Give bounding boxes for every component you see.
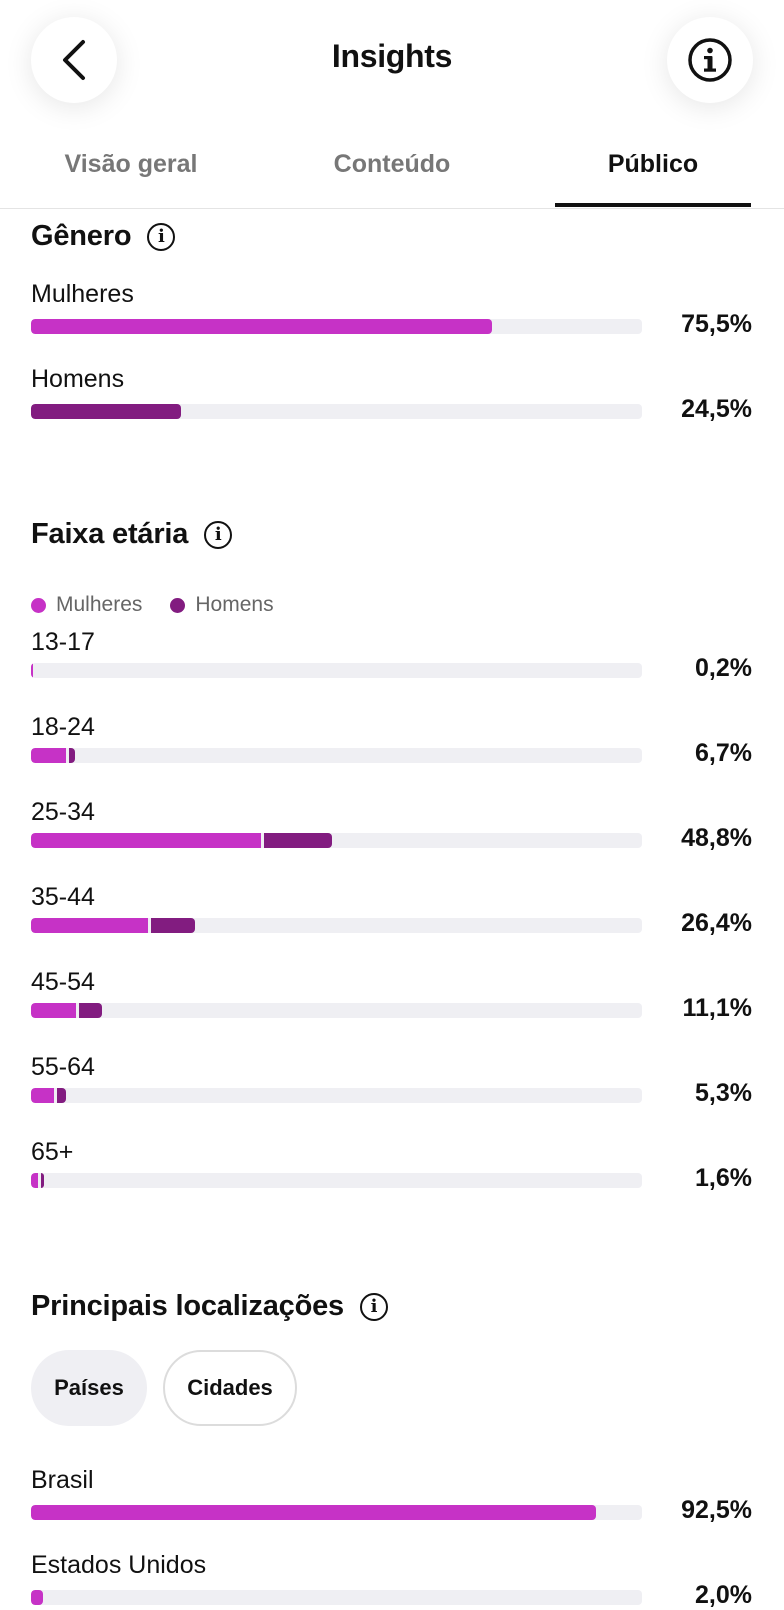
women-segment [31, 748, 67, 763]
age-group-label: 35-44 [31, 883, 95, 911]
percent-value: 6,7% [695, 739, 752, 767]
info-button[interactable] [667, 17, 753, 103]
bar-track [31, 404, 642, 419]
men-legend-dot [170, 597, 186, 613]
percent-value: 75,5% [681, 310, 752, 338]
row-label: Brasil [31, 1466, 94, 1494]
bar-fill [31, 319, 493, 334]
age-group-label: 18-24 [31, 713, 95, 741]
row-label: Mulheres [31, 280, 134, 308]
tab-bar: Visão geral Conteúdo Público [0, 140, 784, 209]
percent-value: 2,0% [695, 1581, 752, 1609]
age-group-label: 25-34 [31, 798, 95, 826]
percent-value: 5,3% [695, 1079, 752, 1107]
percent-value: 48,8% [681, 824, 752, 852]
gender-title-text: Gênero [31, 220, 132, 252]
bar-track [31, 833, 642, 848]
active-tab-indicator [555, 203, 751, 207]
bar-track [31, 319, 642, 334]
women-segment [31, 1003, 77, 1018]
percent-value: 26,4% [681, 909, 752, 937]
bar-track [31, 663, 642, 678]
bar-track [31, 1173, 642, 1188]
women-segment [31, 833, 262, 848]
women-legend-dot [31, 597, 46, 613]
women-segment [31, 918, 148, 933]
bar-fill [31, 404, 181, 419]
info-icon[interactable]: i [147, 222, 176, 251]
percent-value: 24,5% [681, 395, 752, 423]
info-icon [688, 38, 732, 82]
women-segment [31, 1173, 39, 1188]
age-section-title: Faixa etária i [31, 518, 233, 551]
bar-track [31, 1590, 642, 1605]
women-legend-label: Mulheres [56, 593, 143, 616]
bar-fill [31, 1590, 44, 1605]
locations-section-title: Principais localizações i [31, 1290, 388, 1323]
age-group-label: 45-54 [31, 968, 95, 996]
tab-overview[interactable]: Visão geral [64, 150, 198, 178]
filter-cities[interactable]: Cidades [163, 1350, 297, 1426]
women-segment [31, 1088, 54, 1103]
tab-audience[interactable]: Público [607, 150, 699, 178]
bar-fill [31, 1505, 597, 1520]
percent-value: 92,5% [681, 1496, 752, 1524]
gender-section-title: Gênero i [31, 220, 176, 253]
filter-countries[interactable]: Países [31, 1350, 147, 1426]
bar-track [31, 1088, 642, 1103]
page-title: Insights [331, 38, 453, 74]
info-icon[interactable]: i [204, 520, 233, 549]
men-segment [69, 748, 75, 763]
age-title-text: Faixa etária [31, 518, 189, 550]
percent-value: 11,1% [682, 994, 752, 1022]
age-legend: Mulheres Homens [31, 593, 274, 617]
men-segment [56, 1088, 67, 1103]
row-label: Estados Unidos [31, 1551, 207, 1579]
chevron-left-icon [63, 40, 85, 80]
row-label: Homens [31, 365, 125, 393]
age-group-label: 13-17 [31, 628, 95, 656]
percent-value: 0,2% [695, 654, 752, 682]
top-bar: Insights [0, 0, 784, 120]
back-button[interactable] [31, 17, 117, 103]
age-group-label: 65+ [31, 1138, 74, 1166]
men-segment [41, 1173, 45, 1188]
percent-value: 1,6% [695, 1164, 752, 1192]
women-segment [31, 663, 33, 678]
age-group-label: 55-64 [31, 1053, 95, 1081]
bar-track [31, 918, 642, 933]
men-segment [150, 918, 196, 933]
tab-content[interactable]: Conteúdo [333, 150, 451, 178]
bar-track [31, 1505, 642, 1520]
men-segment [79, 1003, 102, 1018]
locations-title-text: Principais localizações [31, 1290, 344, 1322]
bar-track [31, 1003, 642, 1018]
men-segment [264, 833, 333, 848]
bar-track [31, 748, 642, 763]
men-legend-label: Homens [195, 593, 274, 616]
info-icon[interactable]: i [359, 1292, 388, 1321]
